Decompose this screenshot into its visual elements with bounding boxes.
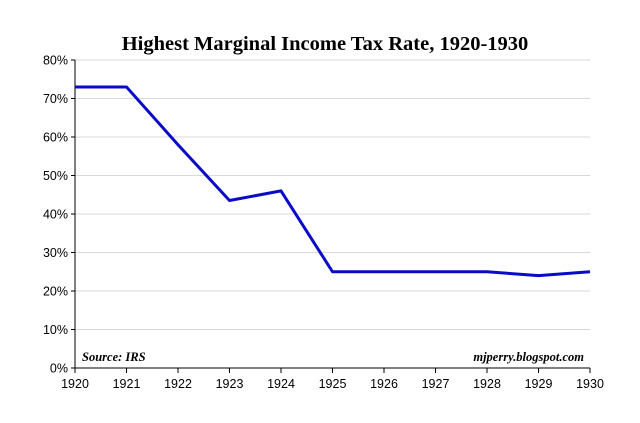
y-tick-label: 70% [43,92,68,106]
x-tick-label: 1930 [576,377,604,391]
y-tick-label: 20% [43,285,68,299]
y-tick-label: 80% [43,54,68,68]
x-tick-label: 1929 [525,377,553,391]
y-tick-label: 60% [43,131,68,145]
credit-note: mjperry.blogspot.com [473,350,584,364]
y-tick-label: 30% [43,246,68,260]
y-tick-label: 40% [43,208,68,222]
y-axis-tick-labels: 0% 10% 20% 30% 40% 50% 60% 70% 80% [43,54,68,376]
x-tick-label: 1927 [422,377,450,391]
series-line [75,85,591,278]
series-lines [74,85,591,278]
y-tick-label: 0% [50,362,68,376]
x-tick-label: 1926 [370,377,398,391]
x-axis-tick-labels: 1920 1921 1922 1923 1924 1925 1926 1927 1928 1929… [61,377,604,391]
y-tick-label: 50% [43,169,68,183]
x-tick-label: 1921 [113,377,141,391]
x-tick-label: 1924 [267,377,295,391]
chart-title: Highest Marginal Income Tax Rate, 1920-1… [122,33,529,55]
axes [71,59,591,373]
x-tick-label: 1922 [164,377,192,391]
source-note: Source: IRS [82,350,146,364]
grid-lines [75,59,590,330]
x-tick-label: 1928 [473,377,501,391]
x-tick-label: 1920 [61,377,89,391]
y-tick-label: 10% [43,323,68,337]
x-tick-label: 1925 [319,377,347,391]
x-tick-label: 1923 [216,377,244,391]
